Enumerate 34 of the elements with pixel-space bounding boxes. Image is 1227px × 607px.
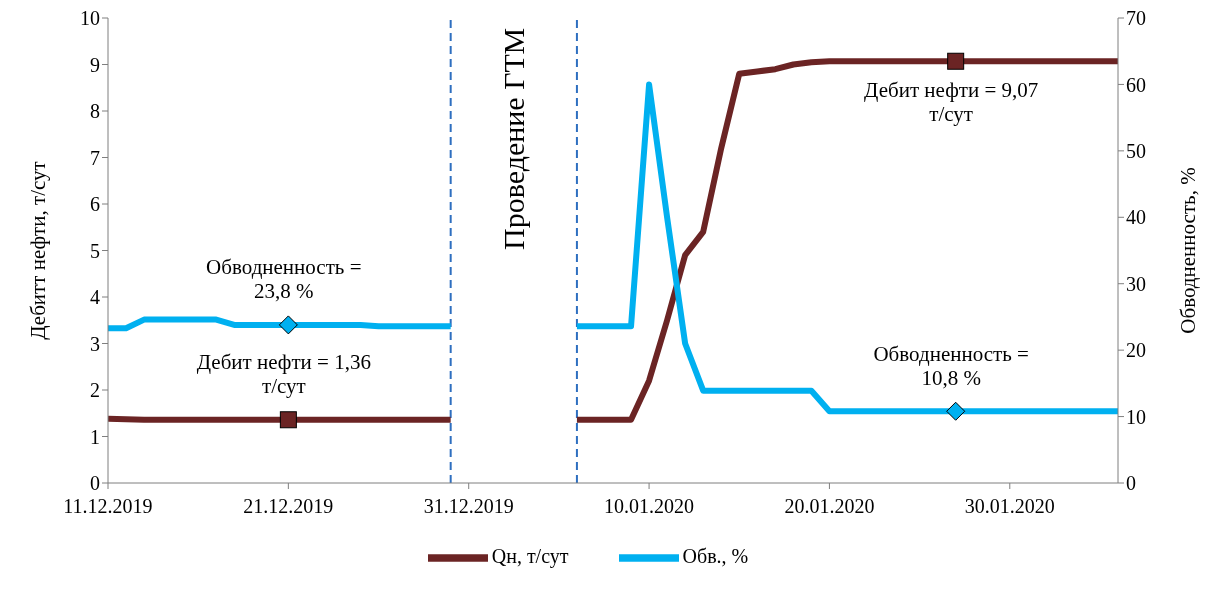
y2-tick-label: 10 xyxy=(1126,405,1146,428)
y2-tick-label: 40 xyxy=(1126,206,1146,229)
x-tick-label: 11.12.2019 xyxy=(63,495,153,518)
y-tick-label: 10 xyxy=(80,7,100,30)
legend-label: Qн, т/сут xyxy=(491,544,569,567)
y-tick-label: 2 xyxy=(90,379,100,402)
y2-tick-label: 50 xyxy=(1126,139,1146,162)
y-tick-label: 6 xyxy=(90,193,100,216)
y2-tick-label: 60 xyxy=(1126,73,1146,96)
x-tick-label: 10.01.2020 xyxy=(604,495,695,518)
y-tick-label: 3 xyxy=(90,332,100,355)
y-tick-label: 5 xyxy=(90,239,100,262)
x-tick-label: 21.12.2019 xyxy=(243,495,334,518)
data-label: Дебит нефти = 1,36 т/сут xyxy=(196,350,371,399)
x-tick-label: 30.01.2020 xyxy=(964,495,1055,518)
data-label: Обводненность = 10,8 % xyxy=(873,341,1029,390)
y-tick-label: 7 xyxy=(90,146,100,169)
legend-label: Обв., % xyxy=(682,544,749,567)
y-tick-label: 8 xyxy=(90,100,100,123)
y2-tick-label: 30 xyxy=(1126,272,1146,295)
y-axis-title: Дебитт нефти, т/сут xyxy=(26,161,51,340)
y-tick-label: 1 xyxy=(90,425,100,448)
annotation: Проведение ГТМ xyxy=(497,27,531,250)
y2-axis-title: Обводненность, % xyxy=(1176,167,1201,334)
y2-tick-label: 0 xyxy=(1126,472,1136,495)
y2-tick-label: 70 xyxy=(1126,7,1146,30)
x-tick-label: 31.12.2019 xyxy=(423,495,514,518)
y-tick-label: 0 xyxy=(90,472,100,495)
y-tick-label: 4 xyxy=(90,286,100,309)
data-label: Обводненность = 23,8 % xyxy=(206,255,362,304)
y2-tick-label: 20 xyxy=(1126,339,1146,362)
x-tick-label: 20.01.2020 xyxy=(784,495,875,518)
data-label: Дебит нефти = 9,07 т/сут xyxy=(864,77,1039,126)
y-tick-label: 9 xyxy=(90,53,100,76)
